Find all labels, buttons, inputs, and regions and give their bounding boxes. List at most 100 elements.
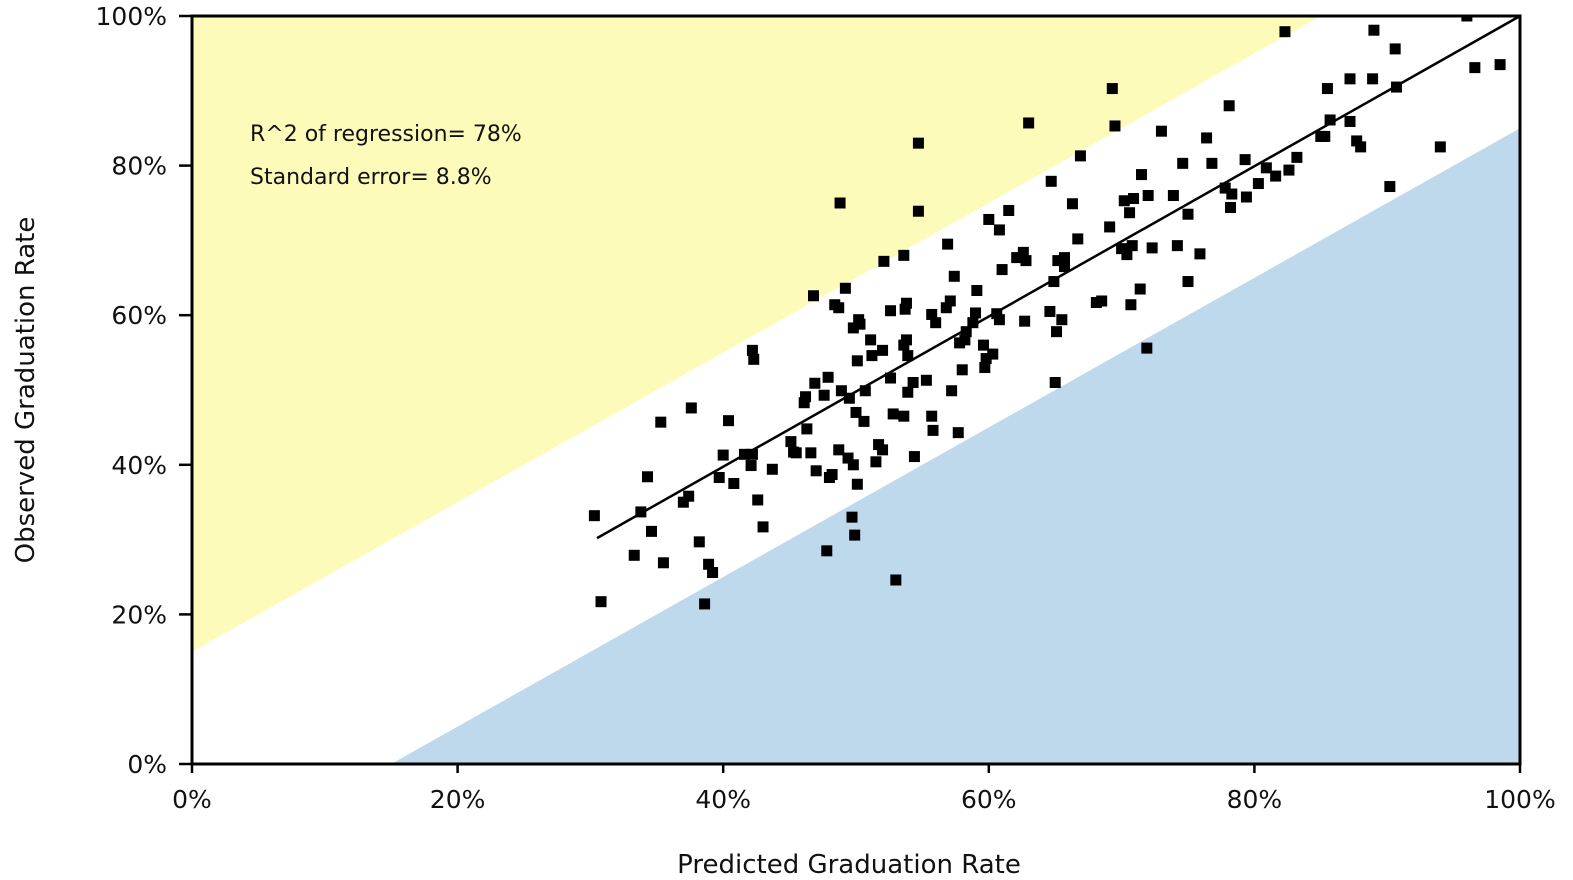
data-point	[1389, 43, 1401, 55]
data-point	[1344, 73, 1356, 85]
data-point	[683, 490, 695, 502]
data-point	[1390, 81, 1402, 93]
data-point	[1011, 252, 1023, 264]
data-point	[657, 557, 669, 569]
data-point	[752, 494, 764, 506]
data-point	[1125, 299, 1137, 311]
data-point	[1109, 120, 1121, 132]
data-point	[865, 334, 877, 346]
data-point	[1226, 188, 1238, 200]
data-point	[991, 308, 1003, 320]
data-point	[942, 238, 954, 250]
data-point	[890, 574, 902, 586]
data-point	[1074, 150, 1086, 162]
data-point	[970, 307, 982, 319]
data-point	[1240, 191, 1252, 203]
data-point	[1260, 162, 1272, 174]
data-point	[1051, 326, 1063, 338]
data-point	[1239, 154, 1251, 166]
data-point	[1494, 59, 1506, 71]
data-point	[930, 317, 942, 329]
data-point	[971, 285, 983, 297]
data-point	[713, 472, 725, 484]
data-point	[1252, 178, 1264, 190]
data-point	[907, 377, 919, 389]
data-point	[900, 297, 912, 309]
y-tick-label: 100%	[96, 2, 167, 31]
x-tick-label: 20%	[430, 785, 486, 814]
data-point	[1224, 201, 1236, 213]
data-point	[877, 444, 889, 456]
data-point	[1096, 295, 1108, 307]
data-point	[866, 350, 878, 362]
data-point	[926, 308, 938, 320]
data-point	[920, 374, 932, 386]
data-point	[842, 452, 854, 464]
data-point	[1461, 16, 1473, 22]
data-point	[693, 536, 705, 548]
data-point	[588, 510, 600, 522]
data-point	[728, 478, 740, 489]
data-point	[1355, 141, 1367, 153]
data-point	[707, 567, 719, 579]
data-point	[785, 436, 797, 448]
data-point	[746, 344, 758, 356]
data-point	[940, 302, 952, 314]
data-point	[746, 448, 758, 460]
data-point	[1056, 314, 1068, 326]
data-point	[851, 355, 863, 367]
annotation-r-squared: R^2 of regression= 78%	[250, 122, 522, 147]
x-axis-title: Predicted Graduation Rate	[677, 850, 1021, 880]
data-point	[1136, 169, 1148, 181]
data-point	[847, 322, 859, 334]
data-point	[642, 471, 654, 483]
data-point	[1368, 24, 1380, 36]
data-point	[1017, 246, 1029, 258]
data-point	[912, 205, 924, 217]
data-point	[645, 525, 657, 537]
data-point	[946, 385, 958, 397]
data-point	[821, 545, 833, 557]
data-point	[1019, 315, 1031, 327]
data-point	[1321, 83, 1333, 95]
data-point	[858, 415, 870, 427]
data-point	[846, 511, 858, 523]
x-tick-label: 60%	[961, 785, 1017, 814]
data-point	[1270, 170, 1282, 182]
data-point	[993, 224, 1005, 236]
data-point	[859, 385, 871, 397]
data-point	[1106, 83, 1118, 95]
data-point	[850, 406, 862, 418]
data-point	[851, 478, 863, 490]
data-point	[595, 596, 607, 608]
data-point	[908, 451, 920, 463]
y-axis-title: Observed Graduation Rate	[11, 217, 41, 564]
x-tick-label: 0%	[172, 785, 212, 814]
data-point	[1049, 377, 1061, 389]
data-point	[927, 424, 939, 436]
data-point	[738, 448, 750, 460]
data-point	[944, 295, 956, 307]
data-point	[1116, 243, 1128, 255]
data-point	[898, 410, 910, 422]
data-point	[808, 290, 820, 302]
data-point	[748, 353, 760, 365]
data-point	[766, 463, 778, 475]
data-point	[1066, 198, 1078, 210]
data-point	[1434, 141, 1446, 153]
data-point	[960, 326, 972, 338]
data-point	[818, 389, 830, 401]
data-point	[1126, 240, 1138, 252]
data-point	[798, 397, 810, 409]
data-point	[983, 213, 995, 225]
lower-band	[192, 128, 1520, 764]
data-point	[898, 249, 910, 261]
data-point	[1141, 342, 1153, 354]
data-point	[1167, 190, 1179, 202]
data-point	[993, 314, 1005, 326]
data-point	[1223, 100, 1235, 112]
data-point	[902, 386, 914, 398]
data-point	[948, 270, 960, 282]
data-point	[1003, 204, 1015, 216]
upper-band	[192, 16, 1321, 652]
